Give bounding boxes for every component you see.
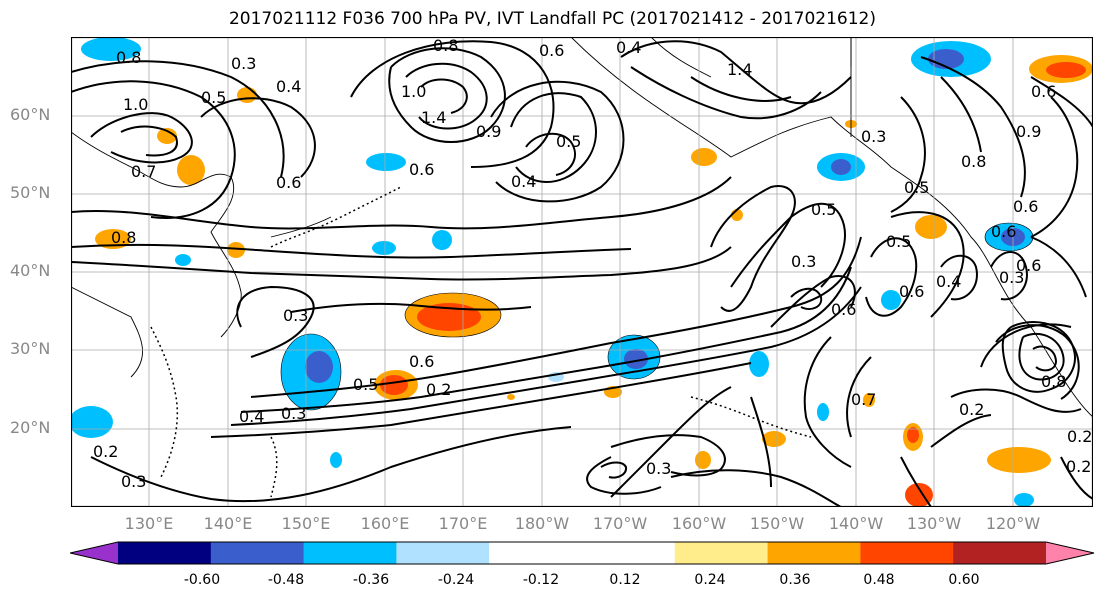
lon-label: 120°W	[985, 514, 1041, 533]
contour-label: 0.2	[959, 400, 984, 419]
contour-label: 0.5	[886, 232, 911, 251]
contour-label: 0.2	[1067, 427, 1092, 446]
lon-label: 180°W	[514, 514, 570, 533]
contour-label: 0.4	[239, 407, 264, 426]
contour-label: 0.5	[201, 88, 226, 107]
shaded-pv-blobs	[71, 37, 1093, 507]
colorbar-tick-label: -0.12	[522, 572, 560, 588]
contour-label: 0.3	[791, 252, 816, 271]
colorbar-cell	[860, 542, 954, 564]
lon-label: 130°W	[906, 514, 962, 533]
colorbar-tick-label: 0.12	[609, 572, 641, 588]
colorbar-tick-label: -0.24	[437, 572, 475, 588]
contour-label: 0.5	[811, 200, 836, 219]
ivt-contours	[71, 40, 1093, 507]
colorbar	[70, 541, 1095, 565]
contour-label: 0.7	[131, 162, 156, 181]
contour-label: 0.6	[409, 352, 434, 371]
colorbar-cell	[118, 542, 212, 564]
map-panel: 0.8 0.3 0.4 0.5 0.8 1.0 0.6 1.0 1.4 1.4 …	[71, 37, 1093, 507]
colorbar-tick-label: 0.48	[863, 572, 895, 588]
contour-label: 0.6	[1013, 197, 1038, 216]
coast-dots	[150, 186, 812, 498]
contour-label: 0.8	[116, 48, 141, 67]
contour-label: 0.4	[511, 172, 536, 191]
contour-label: 0.5	[556, 132, 581, 151]
contour-label: 0.4	[936, 272, 961, 291]
contour-label: 0.3	[231, 54, 256, 73]
colorbar-tick-label: -0.36	[352, 572, 390, 588]
contour-label: 0.6	[1031, 82, 1056, 101]
contour-label: 0.2	[426, 380, 451, 399]
contour-label: 0.4	[276, 77, 301, 96]
colorbar-outline	[70, 541, 1095, 565]
contour-label: 0.3	[861, 127, 886, 146]
contour-label: 0.8	[433, 37, 458, 55]
contour-label: 0.6	[991, 222, 1016, 241]
contour-label: 0.3	[283, 306, 308, 325]
colorbar-cell	[953, 542, 1047, 564]
map-title: 2017021112 F036 700 hPa PV, IVT Landfall…	[228, 9, 876, 29]
contour-label: 0.6	[409, 160, 434, 179]
lon-label: 140°E	[203, 514, 253, 533]
colorbar-cell	[489, 542, 583, 564]
contour-label: 1.0	[401, 82, 426, 101]
colorbar-cell	[674, 542, 769, 564]
contour-label: 0.6	[539, 41, 564, 60]
lat-label: 30°N	[10, 339, 51, 358]
contour-label: 0.6	[899, 282, 924, 301]
lon-label: 150°W	[749, 514, 805, 533]
contour-label: 0.3	[281, 404, 306, 423]
contour-label: 0.6	[276, 173, 301, 192]
lat-label: 40°N	[10, 261, 51, 280]
contour-label: 1.0	[123, 95, 148, 114]
contour-label: 0.6	[1016, 256, 1041, 275]
contour-label: 0.8	[961, 152, 986, 171]
colorbar-tick-label: 0.60	[948, 572, 980, 588]
lat-label: 60°N	[10, 105, 51, 124]
lat-label: 20°N	[10, 418, 51, 437]
colorbar-extend-low	[70, 542, 118, 564]
contour-label: 0.6	[831, 300, 856, 319]
contour-label: 0.3	[646, 459, 671, 478]
contour-label: 0.5	[353, 375, 378, 394]
colorbar-cell	[396, 542, 490, 564]
colorbar-tick-label: -0.48	[267, 572, 305, 588]
lon-label: 160°E	[360, 514, 410, 533]
contour-label: 0.5	[904, 178, 929, 197]
colorbar-cell	[210, 542, 305, 564]
lon-label: 130°E	[124, 514, 174, 533]
contour-label: 0.3	[999, 268, 1024, 287]
contour-label: 1.4	[727, 60, 752, 79]
contour-label: 0.7	[851, 390, 876, 409]
colorbar-extend-high	[1046, 542, 1094, 564]
lon-label: 170°E	[438, 514, 488, 533]
contour-label: 0.9	[1016, 122, 1041, 141]
colorbar-tick-label: 0.24	[694, 572, 726, 588]
contour-label: 0.8	[111, 228, 136, 247]
colorbar-tick-label: 0.36	[779, 572, 811, 588]
colorbar-cell	[303, 542, 397, 564]
map-frame	[71, 37, 1093, 507]
contour-label: 0.2	[93, 442, 118, 461]
contour-label: 1.4	[421, 108, 446, 127]
lon-label: 140°W	[828, 514, 884, 533]
contour-label: 0.4	[616, 38, 641, 57]
lon-label: 170°W	[592, 514, 648, 533]
contour-label: 0.2	[1066, 457, 1091, 476]
colorbar-tick-label: -0.60	[183, 572, 221, 588]
colorbar-cell	[582, 542, 676, 564]
lon-label: 150°E	[281, 514, 331, 533]
contour-label: 0.8	[1041, 372, 1066, 391]
lon-label: 160°W	[671, 514, 727, 533]
contour-label: 0.9	[476, 122, 501, 141]
contour-label: 0.3	[121, 472, 146, 491]
contour-labels: 0.8 0.3 0.4 0.5 0.8 1.0 0.6 1.0 1.4 1.4 …	[93, 37, 1092, 491]
colorbar-cell	[767, 542, 861, 564]
lat-label: 50°N	[10, 183, 51, 202]
